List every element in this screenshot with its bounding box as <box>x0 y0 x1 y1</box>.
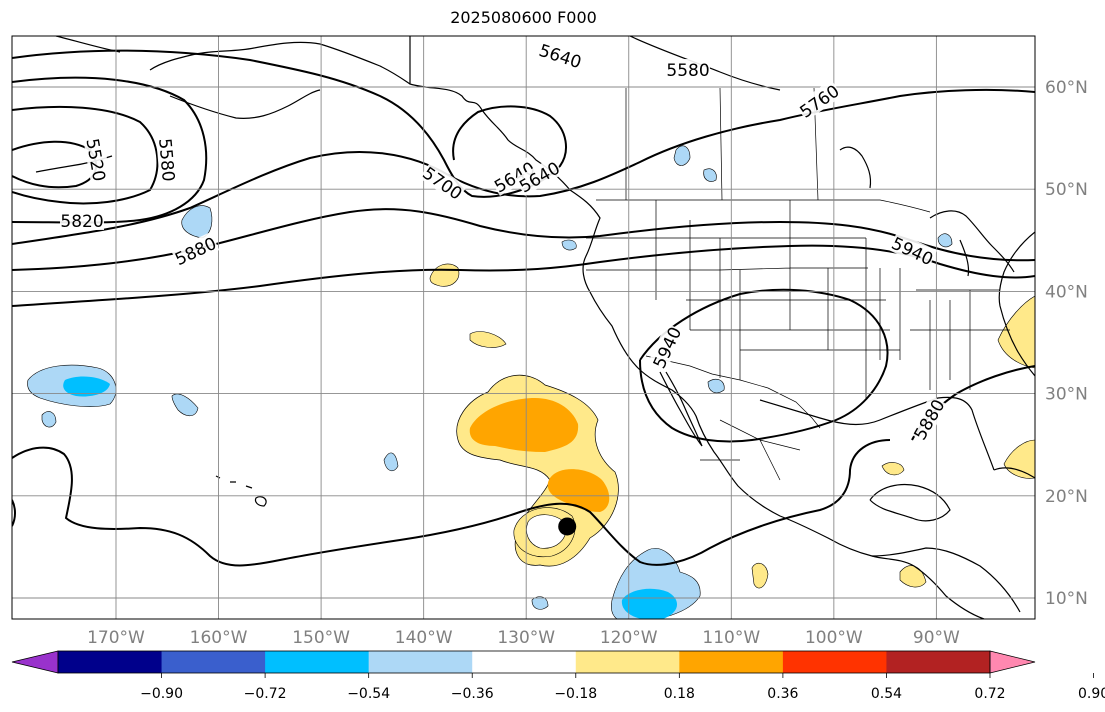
colorbar-tick-label: 0.72 <box>974 686 1005 702</box>
negative-anomaly-region <box>707 378 725 394</box>
contour-5880-south <box>12 439 891 567</box>
colorbar-extend-max <box>989 650 1036 674</box>
longitude-tick-label: 150°W <box>292 628 350 648</box>
us-state-borders <box>586 200 1010 400</box>
colorbar-segment <box>782 651 887 673</box>
longitude-tick-label: 120°W <box>600 628 658 648</box>
colorbar-tick-label: −0.36 <box>451 686 494 702</box>
colorbar-tick-label: 0.90 <box>1078 686 1105 702</box>
positive-anomaly-region <box>881 462 905 476</box>
positive-anomaly-core <box>469 398 579 452</box>
negative-anomaly-region <box>673 145 691 166</box>
colorbar: −0.90 −0.72 −0.54 −0.36 −0.18 0.18 0.36 0.54 0.7… <box>11 650 1105 702</box>
coastline-baja <box>659 371 703 447</box>
storm-center-marker <box>558 517 577 536</box>
positive-anomaly-region <box>751 562 769 589</box>
longitude-tick-label: 90°W <box>913 628 960 648</box>
contour-label: 5820 <box>60 210 104 232</box>
latitude-tick-label: 10°N <box>1045 589 1088 609</box>
colorbar-segment <box>161 651 266 673</box>
negative-anomaly-region <box>531 596 549 610</box>
colorbar-tick-label: −0.18 <box>554 686 597 702</box>
negative-anomaly-region <box>561 239 577 251</box>
positive-anomaly-region <box>899 565 927 588</box>
colorbar-tick-label: 0.18 <box>664 686 695 702</box>
longitude-tick-label: 100°W <box>805 628 863 648</box>
contour-label: 5580 <box>666 59 710 81</box>
latitude-tick-label: 20°N <box>1045 487 1088 507</box>
longitude-tick-label: 140°W <box>395 628 453 648</box>
coastline-alaska <box>149 41 411 85</box>
colorbar-tick-label: −0.54 <box>347 686 390 702</box>
political-borders <box>409 36 1010 481</box>
negative-anomaly-region <box>41 411 57 428</box>
mexico-state-borders <box>700 419 801 481</box>
colorbar-extend-min <box>11 650 59 674</box>
colorbar-tick-label: 0.36 <box>767 686 798 702</box>
latitude-tick-label: 30°N <box>1045 385 1088 405</box>
negative-anomaly-core <box>621 588 677 619</box>
latitude-tick-label: 60°N <box>1045 78 1088 98</box>
colorbar-segment <box>58 651 163 673</box>
negative-anomaly-region <box>383 452 399 472</box>
svg-text:5820: 5820 <box>60 212 103 232</box>
latitude-tick-label: 50°N <box>1045 180 1088 200</box>
colorbar-tick-label: 0.54 <box>871 686 902 702</box>
positive-anomaly-region <box>469 331 507 348</box>
map-frame <box>11 35 1036 620</box>
negative-anomaly-region <box>937 233 953 248</box>
contour-5580 <box>12 105 159 205</box>
positive-anomaly-core <box>547 469 610 512</box>
contour-5940-ridge <box>639 288 889 443</box>
colorbar-segment <box>886 651 991 673</box>
svg-text:5580: 5580 <box>666 61 709 81</box>
neutral-anomaly-core <box>526 514 567 549</box>
longitude-tick-label: 170°W <box>87 628 145 648</box>
longitude-tick-label: 110°W <box>702 628 760 648</box>
contour-label: 5580 <box>154 137 180 183</box>
colorbar-tick-label: −0.90 <box>140 686 183 702</box>
contour-5880-west-edge <box>12 499 16 527</box>
latitude-tick-label: 40°N <box>1045 282 1088 302</box>
coastline-gulf <box>759 396 995 471</box>
coastline-north-america <box>409 36 985 619</box>
longitude-tick-label: 130°W <box>497 628 555 648</box>
svg-text:5580: 5580 <box>154 138 178 183</box>
longitude-tick-label: 160°W <box>190 628 248 648</box>
contour-5640-west <box>12 76 208 224</box>
contour-5760 <box>12 88 1035 245</box>
negative-anomaly-core <box>63 376 110 397</box>
negative-anomaly-region <box>703 168 717 182</box>
coastline-caribbean <box>993 467 1035 479</box>
colorbar-segment <box>679 651 784 673</box>
colorbar-segment <box>368 651 473 673</box>
coastline-alaska-peninsula <box>169 89 321 119</box>
negative-anomaly-region <box>171 393 199 417</box>
us-mexico-border <box>645 355 821 429</box>
colorbar-segment <box>575 651 680 673</box>
map-title: 2025080600 F000 <box>450 8 597 27</box>
us-canada-border <box>596 199 931 213</box>
hawaii-islands <box>215 475 267 507</box>
colorbar-segment <box>472 651 577 673</box>
longitude-tick-labels: 170°W 160°W 150°W 140°W 130°W 120°W 110°W 100°W… <box>87 628 960 648</box>
graticule <box>12 36 1035 619</box>
coastline-hudson <box>839 146 872 189</box>
great-lakes <box>929 210 1015 277</box>
coastline-central-america <box>871 547 1021 613</box>
positive-anomaly-region <box>997 295 1035 369</box>
coastline-yucatan <box>869 483 951 522</box>
colorbar-segment <box>265 651 370 673</box>
negative-anomaly-region <box>181 205 213 239</box>
latitude-tick-labels: 60°N 50°N 40°N 30°N 20°N 10°N <box>1045 78 1088 609</box>
colorbar-tick-label: −0.72 <box>244 686 287 702</box>
